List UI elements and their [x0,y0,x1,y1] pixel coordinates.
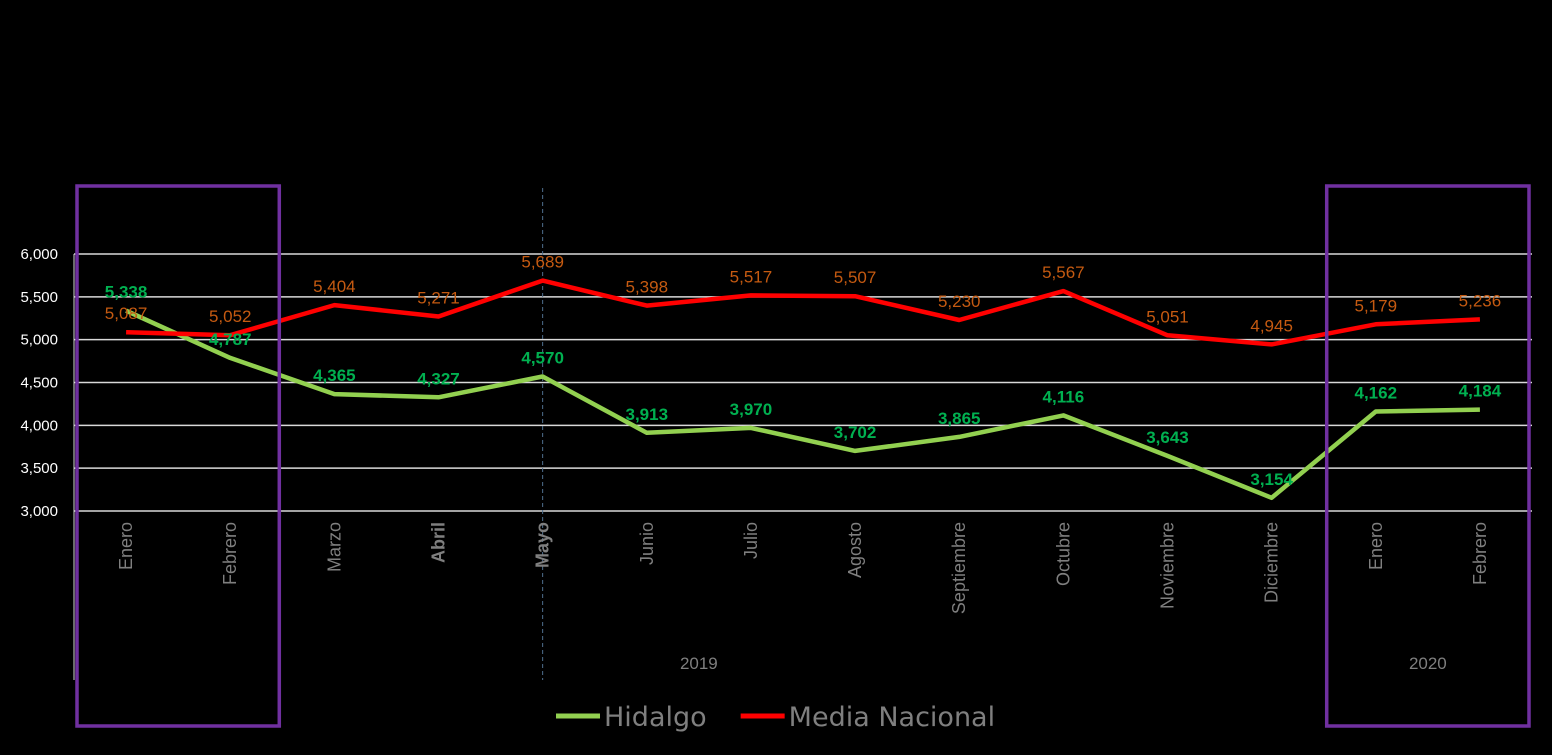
data-label: 5,689 [521,253,564,272]
data-label: 5,179 [1355,296,1398,315]
data-label: 5,404 [313,277,356,296]
y-tick-label: 4,000 [20,417,58,434]
x-tick-label: Abril [429,522,449,563]
x-axis-year-labels: 2019 2020 [680,654,1447,673]
x-tick-label: Julio [741,522,761,559]
x-tick-label: Mayo [533,522,553,568]
x-tick-label: Enero [1366,522,1386,570]
data-label: 4,162 [1355,383,1398,402]
y-axis-tick-labels: 3,000 3,500 4,000 4,500 5,000 5,500 6,000 [20,246,58,520]
data-label: 5,567 [1042,263,1085,282]
x-tick-label: Septiembre [949,522,969,614]
highlight-boxes [75,184,1531,728]
y-tick-label: 5,500 [20,289,58,306]
data-label: 5,517 [730,267,773,286]
y-tick-label: 6,000 [20,246,58,263]
x-tick-label: Febrero [220,522,240,585]
data-label: 3,913 [626,405,669,424]
x-tick-label: Noviembre [1158,522,1178,609]
data-label: 5,507 [834,268,877,287]
data-label: 4,945 [1250,316,1293,335]
series-lines [125,278,1481,501]
highlight-box [75,184,282,728]
x-tick-label: Enero [116,522,136,570]
series-line [125,308,1480,501]
data-label: 3,154 [1250,470,1293,489]
data-label: 5,052 [209,307,252,326]
data-label: 4,570 [521,349,564,368]
legend-label: Hidalgo [604,702,707,733]
data-label: 3,702 [834,423,877,442]
grid-lines [73,188,1532,680]
legend-label: Media Nacional [789,702,995,733]
data-labels: 5,338 4,787 4,365 4,327 4,570 3,913 3,970 3,702… [105,253,1502,489]
data-label: 5,398 [626,278,669,297]
x-axis-category-labels: Enero Febrero Marzo Abril Mayo Junio Julio Agos… [116,522,1490,614]
data-label: 5,236 [1459,291,1502,310]
data-label: 5,087 [105,304,148,323]
data-label: 5,271 [417,288,460,307]
data-label: 4,116 [1043,387,1085,406]
x-tick-label: Junio [637,522,657,565]
data-label: 3,970 [730,400,773,419]
data-label: 5,230 [938,292,981,311]
highlight-box [1324,184,1531,728]
data-label: 4,184 [1459,382,1502,401]
x-tick-label: Agosto [845,522,865,578]
series-line [126,278,1481,347]
x-tick-label: Diciembre [1262,522,1282,603]
y-tick-label: 4,500 [20,375,58,392]
data-label: 4,327 [417,369,460,388]
data-label: 5,051 [1146,307,1189,326]
x-tick-label: Octubre [1053,522,1073,586]
x-tick-label: Febrero [1470,522,1490,585]
y-tick-label: 3,500 [20,460,58,477]
y-tick-label: 5,000 [20,332,58,349]
year-label: 2019 [680,654,718,673]
year-label: 2020 [1409,654,1447,673]
legend: Hidalgo Media Nacional [556,702,995,733]
x-tick-label: Marzo [324,522,344,572]
data-label: 4,365 [313,366,356,385]
data-label: 3,865 [938,409,981,428]
data-label: 4,787 [209,330,252,349]
data-label: 3,643 [1146,428,1189,447]
data-label: 5,338 [105,283,148,302]
y-tick-label: 3,000 [20,503,58,520]
